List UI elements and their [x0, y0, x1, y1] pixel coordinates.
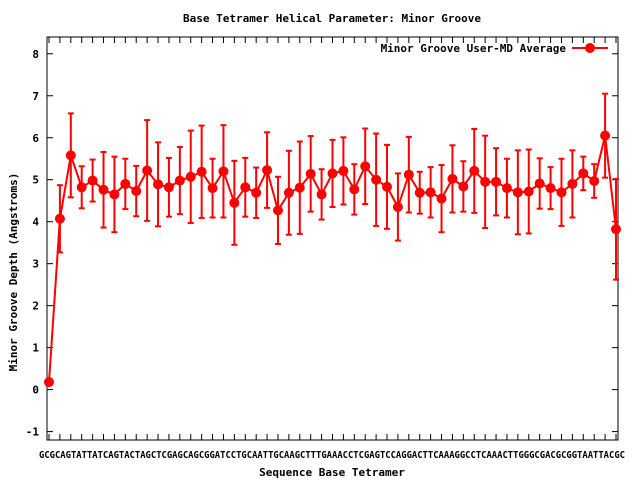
- y-tick-label: 4: [32, 216, 39, 229]
- data-point: [174, 175, 185, 186]
- y-axis-label: Minor Groove Depth (Angstroms): [7, 173, 20, 372]
- data-point: [240, 182, 251, 193]
- data-point: [262, 165, 273, 176]
- data-point: [142, 165, 153, 176]
- y-tick-label: 6: [32, 132, 39, 145]
- data-point: [109, 189, 120, 200]
- data-point: [120, 178, 131, 189]
- legend-marker: [585, 43, 595, 53]
- data-point: [196, 166, 207, 177]
- x-ticks: [48, 37, 617, 440]
- data-point: [316, 189, 327, 200]
- data-point: [392, 202, 403, 213]
- data-point: [283, 187, 294, 198]
- data-point: [218, 166, 229, 177]
- data-point: [360, 161, 371, 172]
- y-tick-label: 2: [32, 300, 39, 313]
- data-point: [534, 178, 545, 189]
- plot-frame: [46, 36, 619, 441]
- data-point: [512, 187, 523, 198]
- series-group: [44, 92, 621, 388]
- data-point: [327, 168, 338, 179]
- y-tick-label: -1: [26, 426, 40, 439]
- y-tick-label: 3: [32, 258, 39, 271]
- data-point: [469, 165, 480, 176]
- data-point: [349, 184, 360, 195]
- data-point: [545, 183, 556, 194]
- data-point: [251, 187, 262, 198]
- data-point: [491, 176, 502, 187]
- data-point: [294, 182, 305, 193]
- data-point: [44, 377, 54, 388]
- data-point: [338, 165, 349, 176]
- data-point: [611, 224, 621, 235]
- y-tick-label: 5: [32, 174, 39, 187]
- y-ticks: -1 0 1 2 3 4 5 6 7 8: [26, 48, 618, 439]
- y-tick-label: 8: [32, 48, 39, 61]
- x-axis-label: Sequence Base Tetramer: [259, 466, 405, 479]
- data-point: [523, 186, 534, 197]
- data-point: [65, 150, 76, 161]
- y-tick-label: 0: [32, 384, 39, 397]
- data-point: [600, 130, 611, 141]
- data-point: [480, 176, 491, 187]
- data-point: [371, 174, 382, 185]
- legend-label: Minor Groove User-MD Average: [381, 42, 567, 55]
- data-point: [589, 175, 600, 186]
- data-point: [207, 183, 218, 194]
- data-point: [131, 186, 142, 197]
- data-point: [556, 187, 567, 198]
- x-tick-labels-compressed: GCGCAGTATTATCAGTACTAGCTCGAGCAGCGGATCCTGC…: [39, 450, 625, 461]
- data-point: [458, 181, 469, 192]
- data-point: [185, 171, 196, 182]
- data-point: [87, 175, 98, 186]
- data-point: [76, 182, 87, 193]
- data-point: [501, 183, 512, 194]
- y-tick-label: 1: [32, 342, 39, 355]
- chart-title: Base Tetramer Helical Parameter: Minor G…: [183, 12, 481, 25]
- data-point: [163, 182, 174, 193]
- legend: Minor Groove User-MD Average: [381, 42, 608, 55]
- data-point: [153, 179, 164, 190]
- data-point: [414, 187, 425, 198]
- data-point: [229, 197, 240, 208]
- data-point: [436, 193, 447, 204]
- data-point: [578, 168, 589, 179]
- data-point: [447, 173, 458, 184]
- data-point: [98, 184, 109, 195]
- y-tick-label: 7: [32, 90, 39, 103]
- data-point: [403, 169, 414, 180]
- data-point: [54, 213, 65, 224]
- data-point: [305, 168, 316, 179]
- data-point: [425, 187, 436, 198]
- data-point: [382, 181, 393, 192]
- data-point: [272, 205, 283, 216]
- data-point: [567, 178, 578, 189]
